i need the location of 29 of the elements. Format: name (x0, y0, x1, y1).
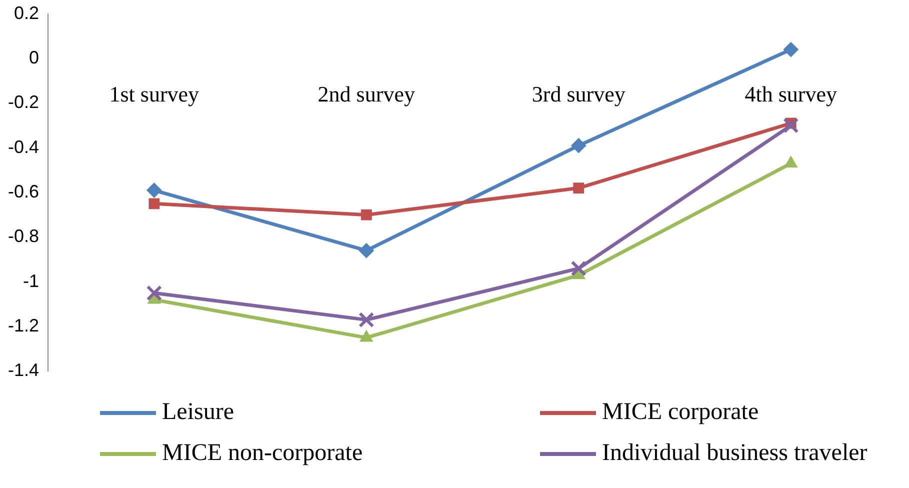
y-tick-label: -0.6 (8, 181, 40, 202)
y-tick-label: -1 (23, 270, 40, 291)
point (783, 42, 798, 58)
point (146, 182, 162, 198)
point (573, 182, 584, 194)
y-tick-label: -0.8 (8, 226, 40, 246)
legend-label: MICE corporate (602, 399, 759, 426)
y-tick-label: -0.2 (8, 92, 40, 112)
point (148, 198, 160, 210)
x-tick-label: 3rd survey (532, 81, 626, 106)
point (358, 312, 374, 328)
legend-label: MICE non-corporate (162, 440, 363, 467)
x-tick-label: 1st survey (109, 81, 200, 106)
point (360, 209, 372, 220)
y-tick-label: -1.4 (8, 360, 40, 380)
point (146, 285, 162, 301)
legend-label: Individual business traveler (602, 440, 868, 467)
point (358, 243, 374, 258)
point (570, 260, 586, 276)
y-tick-label: 0.2 (14, 2, 40, 23)
y-tick-label: -1.2 (8, 315, 40, 336)
y-tick-label: 0 (29, 47, 40, 68)
point (783, 118, 799, 134)
point (360, 330, 373, 342)
point (571, 138, 586, 154)
y-tick-label: -0.4 (8, 136, 40, 157)
x-tick-label: 4th survey (744, 81, 838, 106)
x-tick-label: 2nd survey (318, 81, 415, 106)
legend-label: Leisure (162, 399, 234, 426)
